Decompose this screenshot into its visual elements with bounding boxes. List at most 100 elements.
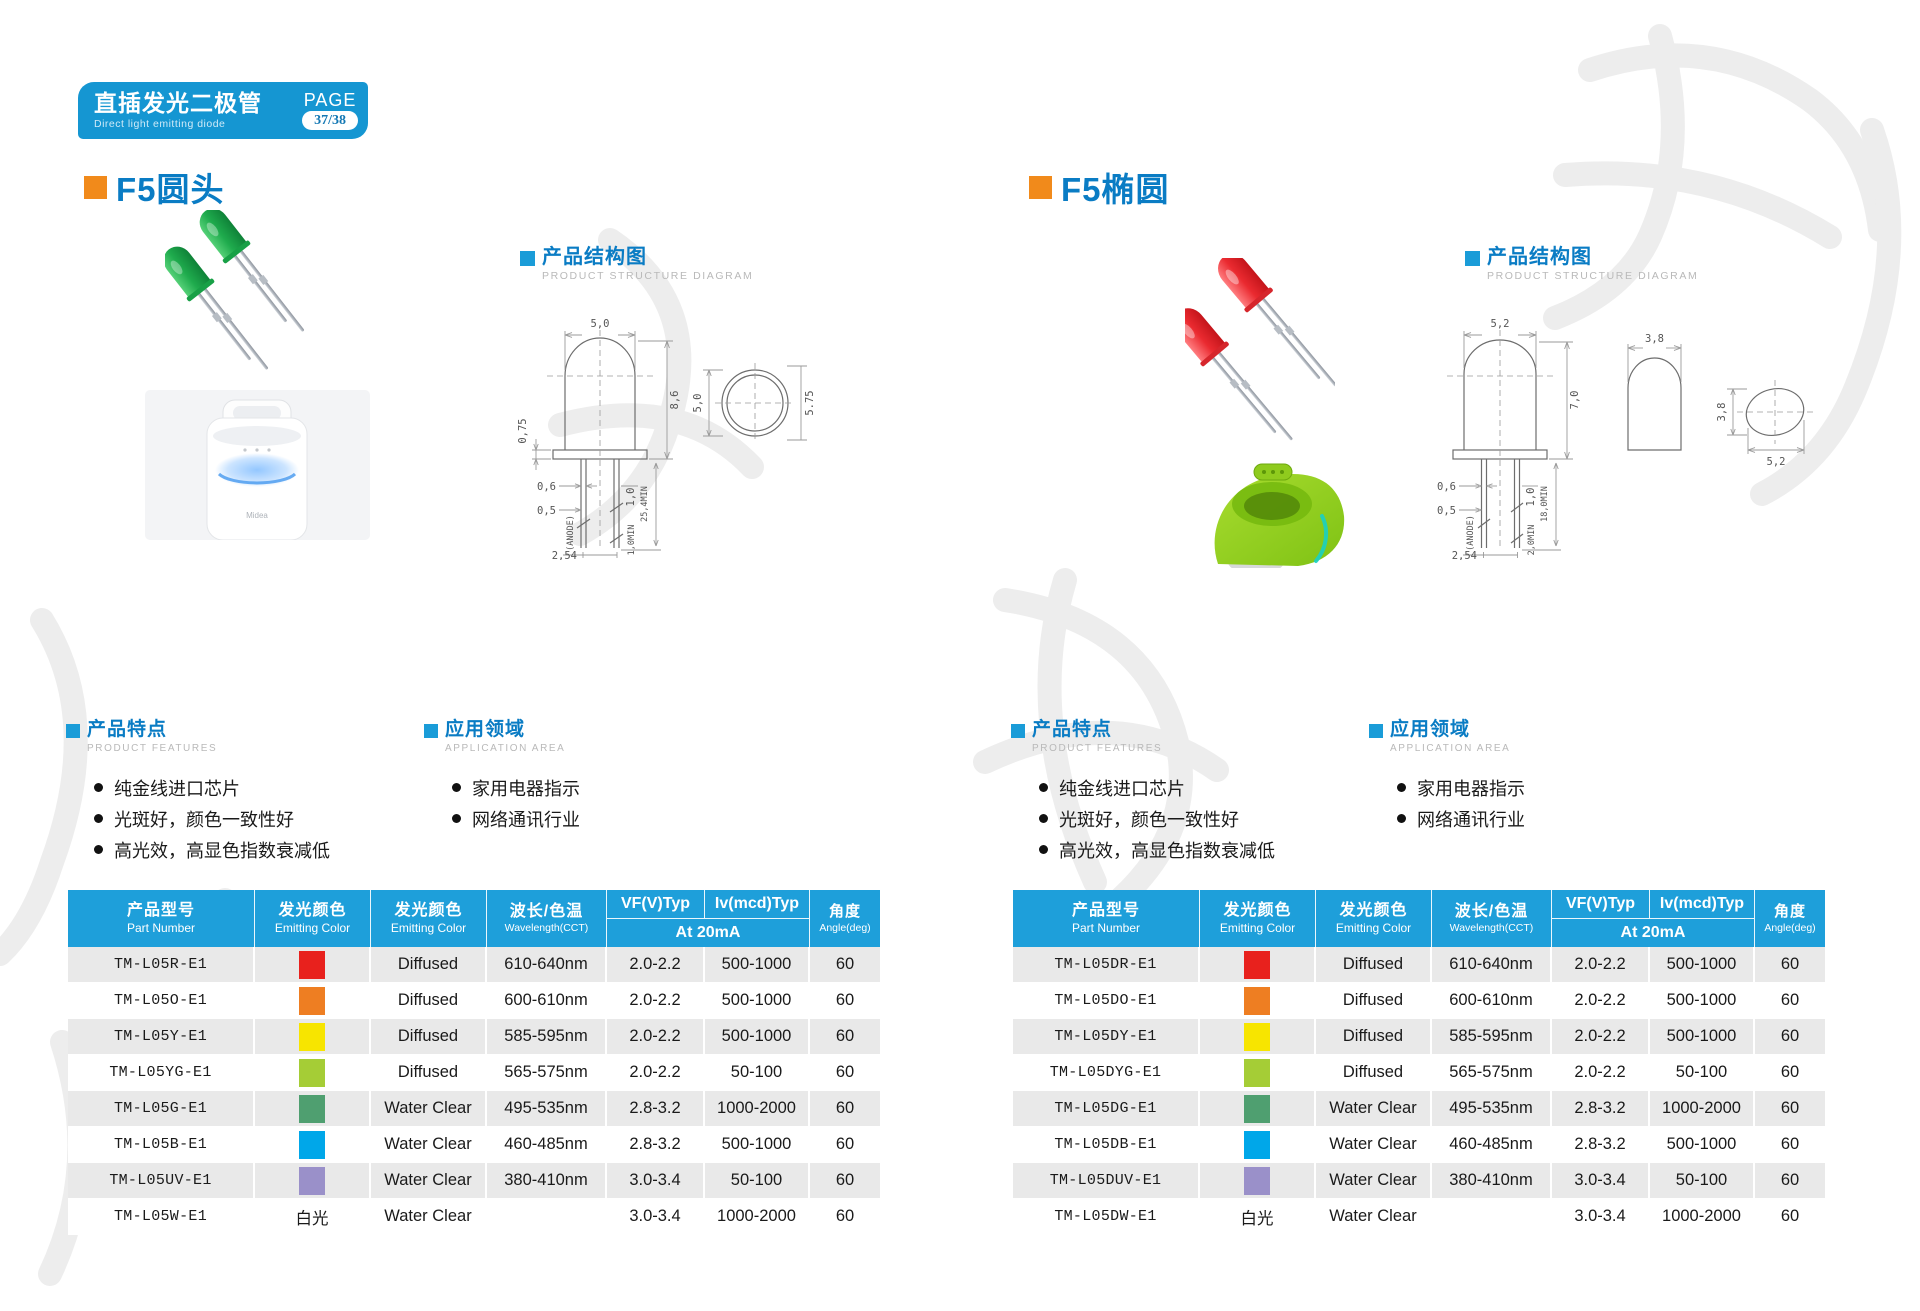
orange-square-icon: [1029, 175, 1052, 199]
feature-item: 光斑好，颜色一致性好: [94, 803, 330, 834]
spec-cell-wl: 600-610nm: [487, 983, 607, 1019]
spec-cell-color: [255, 1019, 371, 1055]
spec-cell-wl: 610-640nm: [487, 947, 607, 983]
blue-square-icon: [424, 724, 438, 738]
orange-square-icon: [84, 175, 107, 199]
spec-cell-wl: 380-410nm: [487, 1163, 607, 1199]
spec-cell-iv: 500-1000: [1650, 1127, 1755, 1163]
spec-cell-finish: Water Clear: [371, 1127, 487, 1163]
spec-row: TM-L05W-E1 白光 Water Clear 3.0-3.4 1000-2000 6…: [68, 1199, 880, 1235]
spec-cell-color: [1200, 1019, 1316, 1055]
svg-text:1,0MIN: 1,0MIN: [627, 525, 637, 556]
svg-text:5,2: 5,2: [1767, 456, 1786, 468]
svg-text:0,75: 0,75: [517, 418, 529, 443]
spec-cell-iv: 1000-2000: [705, 1091, 810, 1127]
spec-cell-finish: Diffused: [371, 983, 487, 1019]
spec-cell-iv: 500-1000: [705, 947, 810, 983]
spec-cell-iv: 500-1000: [1650, 983, 1755, 1019]
features-heading-cn: 产品特点: [87, 719, 168, 740]
spec-row: TM-L05Y-E1 Diffused 585-595nm 2.0-2.2 500-10…: [68, 1019, 880, 1055]
structure-diagram-round: 5,0 8,6 0,75 0,6 0,5 1,0 25,4MIN (ANODE)…: [517, 318, 816, 560]
spec-cell-vf: 2.0-2.2: [607, 1019, 705, 1055]
spec-cell-iv: 1000-2000: [1650, 1199, 1755, 1235]
spec-cell-color: [1200, 1127, 1316, 1163]
spec-cell-iv: 50-100: [705, 1163, 810, 1199]
section-title-text: F5椭圆: [1061, 171, 1170, 208]
spec-cell-color: [255, 1163, 371, 1199]
bullet-icon: [1039, 814, 1048, 823]
photo-red-leds: [1185, 258, 1335, 441]
bullet-icon: [452, 814, 461, 823]
green-led: [165, 246, 268, 370]
spec-cell-angle: 60: [1755, 1091, 1825, 1127]
spec-cell-vf: 2.0-2.2: [607, 983, 705, 1019]
spec-cell-angle: 60: [810, 1019, 880, 1055]
photo-appliance: Midea: [145, 390, 370, 540]
spec-cell-vf: 2.0-2.2: [1552, 947, 1650, 983]
structure-heading-en: PRODUCT STRUCTURE DIAGRAM: [1487, 270, 1699, 282]
feature-item: 光斑好，颜色一致性好: [1039, 803, 1275, 834]
col-header-finish: 发光颜色 Emitting Color: [371, 890, 487, 947]
spec-cell-part: TM-L05DO-E1: [1013, 983, 1200, 1019]
spec-cell-vf: 2.8-3.2: [607, 1091, 705, 1127]
svg-text:0,6: 0,6: [537, 481, 556, 493]
spec-row: TM-L05DG-E1 Water Clear 495-535nm 2.8-3.2 10…: [1013, 1091, 1825, 1127]
photo-green-device: [1214, 463, 1345, 568]
svg-text:1,0: 1,0: [1525, 488, 1537, 507]
spec-cell-angle: 60: [810, 983, 880, 1019]
spec-row: TM-L05R-E1 Diffused 610-640nm 2.0-2.2 500-10…: [68, 947, 880, 983]
spec-cell-finish: Diffused: [371, 947, 487, 983]
applications-heading: 应用领域 APPLICATION AREA: [424, 719, 565, 754]
spec-cell-part: TM-L05R-E1: [68, 947, 255, 983]
blue-square-icon: [1465, 251, 1480, 266]
bullet-icon: [1039, 783, 1048, 792]
spec-cell-iv: 500-1000: [1650, 947, 1755, 983]
banner-page-block: PAGE 37/38: [302, 91, 358, 130]
svg-text:5.75: 5.75: [804, 390, 816, 415]
spec-row: TM-L05B-E1 Water Clear 460-485nm 2.8-3.2 500…: [68, 1127, 880, 1163]
blue-square-icon: [1369, 724, 1383, 738]
spec-row: TM-L05DB-E1 Water Clear 460-485nm 2.8-3.2 50…: [1013, 1127, 1825, 1163]
spec-cell-angle: 60: [1755, 1199, 1825, 1235]
applications-list: 家用电器指示 网络通讯行业: [1397, 772, 1525, 834]
spec-cell-vf: 2.0-2.2: [607, 1055, 705, 1091]
spec-cell-color: [1200, 1091, 1316, 1127]
spec-cell-vf: 3.0-3.4: [1552, 1199, 1650, 1235]
spec-cell-iv: 50-100: [1650, 1163, 1755, 1199]
spec-cell-angle: 60: [1755, 1127, 1825, 1163]
feature-item: 纯金线进口芯片: [94, 772, 330, 803]
applications-heading-cn: 应用领域: [445, 719, 526, 740]
spec-cell-finish: Water Clear: [371, 1199, 487, 1235]
col-header-part: 产品型号 Part Number: [68, 890, 255, 947]
spec-cell-angle: 60: [810, 1199, 880, 1235]
bullet-icon: [1397, 783, 1406, 792]
bullet-icon: [94, 814, 103, 823]
spec-cell-wl: 600-610nm: [1432, 983, 1552, 1019]
bullet-icon: [94, 783, 103, 792]
spec-cell-angle: 60: [1755, 983, 1825, 1019]
svg-text:5,0: 5,0: [692, 394, 704, 413]
col-header-wavelength: 波长/色温 Wavelength(CCT): [1432, 890, 1552, 947]
features-list: 纯金线进口芯片 光斑好，颜色一致性好 高光效，高显色指数衰减低: [94, 772, 330, 865]
red-led: [1185, 308, 1293, 441]
spec-row: TM-L05DO-E1 Diffused 600-610nm 2.0-2.2 500-1…: [1013, 983, 1825, 1019]
spec-row: TM-L05UV-E1 Water Clear 380-410nm 3.0-3.4 50…: [68, 1163, 880, 1199]
spec-cell-wl: 565-575nm: [1432, 1055, 1552, 1091]
spec-cell-wl: 610-640nm: [1432, 947, 1552, 983]
svg-text:2,0MIN: 2,0MIN: [1527, 525, 1537, 556]
page-label: PAGE: [303, 90, 357, 110]
spec-cell-iv: 500-1000: [705, 1127, 810, 1163]
col-header-color: 发光颜色 Emitting Color: [255, 890, 371, 947]
spec-cell-wl: 495-535nm: [487, 1091, 607, 1127]
applications-list: 家用电器指示 网络通讯行业: [452, 772, 580, 834]
spec-cell-color: [255, 1127, 371, 1163]
color-swatch: [299, 1022, 325, 1051]
spec-cell-vf: 2.0-2.2: [1552, 983, 1650, 1019]
spec-cell-part: TM-L05O-E1: [68, 983, 255, 1019]
color-swatch: [1244, 1130, 1270, 1159]
spec-cell-vf: 2.8-3.2: [1552, 1127, 1650, 1163]
spec-cell-wl: [487, 1199, 607, 1235]
spec-cell-part: TM-L05Y-E1: [68, 1019, 255, 1055]
col-header-at20ma: At 20mA: [607, 919, 810, 947]
banner-titles: 直插发光二极管 Direct light emitting diode: [94, 91, 262, 129]
